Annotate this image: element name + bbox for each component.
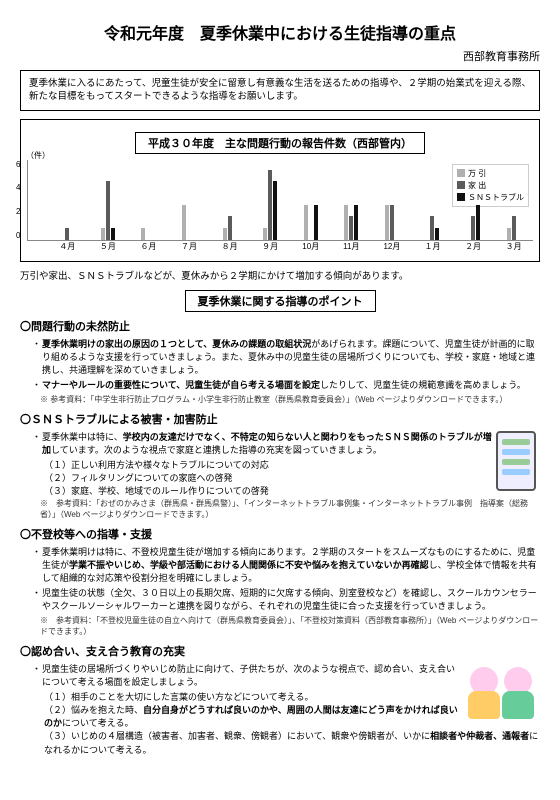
bar-iede bbox=[471, 216, 475, 239]
bar-sns bbox=[435, 228, 439, 240]
month-group: 11月 bbox=[332, 205, 371, 240]
bar-manbiki bbox=[304, 205, 308, 240]
month-label: ３月 bbox=[494, 241, 533, 252]
month-label: 12月 bbox=[373, 241, 412, 252]
month-label: ６月 bbox=[129, 241, 168, 252]
month-label: ４月 bbox=[48, 241, 87, 252]
numbered-item: （２）フィルタリングについての家庭への啓発 bbox=[44, 472, 540, 485]
numbered-item: （１）正しい利用方法や様々なトラブルについての対応 bbox=[44, 459, 540, 472]
bullet-text: 夏季休業明けの家出の原因の１つとして、夏休みの課題の取組状況があげられます。課題… bbox=[32, 338, 540, 377]
chart-banner-label: 平成３０年度 主な問題行動の報告件数（西部管内） bbox=[135, 132, 425, 154]
month-group: １月 bbox=[413, 216, 452, 239]
month-group: 10月 bbox=[291, 205, 330, 240]
section-heading: 〇問題行動の未然防止 bbox=[20, 318, 540, 334]
bar-sns bbox=[476, 205, 480, 240]
bar-chart: （件） 6420 万 引家 出ＳＮＳトラブル ４月５月６月７月８月９月10月11… bbox=[27, 160, 533, 241]
bar-manbiki bbox=[344, 205, 348, 240]
bar-iede bbox=[106, 181, 110, 239]
bar-iede bbox=[390, 205, 394, 240]
bullet-text: 児童生徒の居場所づくりやいじめ防止に向けて、子供たちが、次のような視点で、認め合… bbox=[32, 663, 540, 689]
month-group: ５月 bbox=[89, 181, 128, 239]
month-label: ２月 bbox=[454, 241, 493, 252]
bar-manbiki bbox=[101, 228, 105, 240]
month-label: １月 bbox=[413, 241, 452, 252]
bar-manbiki bbox=[141, 228, 145, 240]
month-group: ６月 bbox=[129, 228, 168, 240]
bar-sns bbox=[354, 205, 358, 240]
month-group: ４月 bbox=[48, 228, 87, 240]
month-group: ７月 bbox=[170, 205, 209, 240]
bullet-text: 夏季休業明けは特に、不登校児童生徒が増加する傾向にあります。２学期のスタートをス… bbox=[32, 546, 540, 585]
bar-iede bbox=[512, 216, 516, 239]
reference-text: ※ 参考資料：「おぜのかみさま（群馬県・群馬県警）」、「インターネットトラブル事… bbox=[40, 498, 540, 520]
reference-text: ※ 参考資料：「中学生非行防止プログラム・小学生非行防止教室（群馬県教育委員会）… bbox=[40, 394, 540, 405]
month-group: ２月 bbox=[454, 205, 493, 240]
bar-sns bbox=[314, 205, 318, 240]
month-group: ９月 bbox=[251, 170, 290, 240]
bar-iede bbox=[268, 170, 272, 240]
bar-iede bbox=[349, 216, 353, 239]
section-heading: 〇不登校等への指導・支援 bbox=[20, 526, 540, 542]
bar-sns bbox=[273, 181, 277, 239]
bar-manbiki bbox=[263, 228, 267, 240]
bar-manbiki bbox=[223, 228, 227, 240]
page-title: 令和元年度 夏季休業中における生徒指導の重点 bbox=[20, 20, 540, 44]
bar-iede bbox=[65, 228, 69, 240]
chart-ylabel: （件） bbox=[26, 150, 50, 161]
chart-yticks: 6420 bbox=[16, 160, 20, 240]
bar-iede bbox=[430, 216, 434, 239]
legend-item: ＳＮＳトラブル bbox=[457, 192, 524, 203]
month-label: ５月 bbox=[89, 241, 128, 252]
bullet-text: 夏季休業中は特に、学校内の友達だけでなく、不特定の知らない人と関わりをもったＳＮ… bbox=[32, 431, 540, 457]
office-name: 西部教育事務所 bbox=[20, 48, 540, 64]
bar-manbiki bbox=[385, 205, 389, 240]
month-group: 12月 bbox=[373, 205, 412, 240]
legend-item: 万 引 bbox=[457, 168, 524, 179]
points-banner-label: 夏季休業に関する指導のポイント bbox=[185, 290, 376, 312]
month-group: ３月 bbox=[494, 216, 533, 239]
sections-container: 〇問題行動の未然防止夏季休業明けの家出の原因の１つとして、夏休みの課題の取組状況… bbox=[20, 318, 540, 757]
section-heading: 〇認め合い、支え合う教育の充実 bbox=[20, 643, 540, 659]
bullet-text: マナーやルールの重要性について、児童生徒が自ら考える場面を設定したりして、児童生… bbox=[32, 379, 540, 392]
bar-sns bbox=[111, 228, 115, 240]
month-label: ７月 bbox=[170, 241, 209, 252]
month-group: ８月 bbox=[210, 216, 249, 239]
numbered-item: （３）いじめの４層構造（被害者、加害者、観衆、傍観者）において、観衆や傍観者が、… bbox=[44, 730, 540, 756]
reference-text: ※ 参考資料：「不登校児童生徒の自立へ向けて（群馬県教育委員会）」、「不登校対策… bbox=[40, 615, 540, 637]
bar-manbiki bbox=[182, 205, 186, 240]
month-label: ９月 bbox=[251, 241, 290, 252]
numbered-item: （３）家庭、学校、地域でのルール作りについての啓発 bbox=[44, 485, 540, 498]
chart-legend: 万 引家 出ＳＮＳトラブル bbox=[452, 164, 529, 207]
bar-iede bbox=[228, 216, 232, 239]
bullet-text: 児童生徒の状態（全欠、３０日以上の長期欠席、短期的に欠席する傾向、別室登校など）… bbox=[32, 587, 540, 613]
chart-note: 万引や家出、ＳＮＳトラブルなどが、夏休みから２学期にかけて増加する傾向があります… bbox=[20, 268, 540, 282]
month-label: 11月 bbox=[332, 241, 371, 252]
chart-container: 平成３０年度 主な問題行動の報告件数（西部管内） （件） 6420 万 引家 出… bbox=[20, 119, 540, 262]
intro-box: 夏季休業に入るにあたって、児童生徒が安全に留意し有意義な生活を送るための指導や、… bbox=[20, 70, 540, 111]
bar-manbiki bbox=[507, 228, 511, 240]
month-label: ８月 bbox=[210, 241, 249, 252]
points-banner: 夏季休業に関する指導のポイント bbox=[20, 290, 540, 312]
month-label: 10月 bbox=[291, 241, 330, 252]
section-heading: 〇ＳＮＳトラブルによる被害・加害防止 bbox=[20, 411, 540, 427]
legend-item: 家 出 bbox=[457, 180, 524, 191]
chart-banner: 平成３０年度 主な問題行動の報告件数（西部管内） bbox=[27, 132, 533, 154]
